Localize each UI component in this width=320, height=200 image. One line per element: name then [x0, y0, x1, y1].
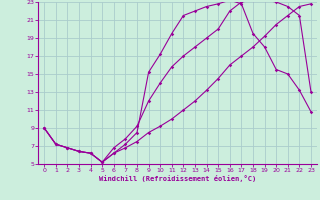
X-axis label: Windchill (Refroidissement éolien,°C): Windchill (Refroidissement éolien,°C) — [99, 175, 256, 182]
